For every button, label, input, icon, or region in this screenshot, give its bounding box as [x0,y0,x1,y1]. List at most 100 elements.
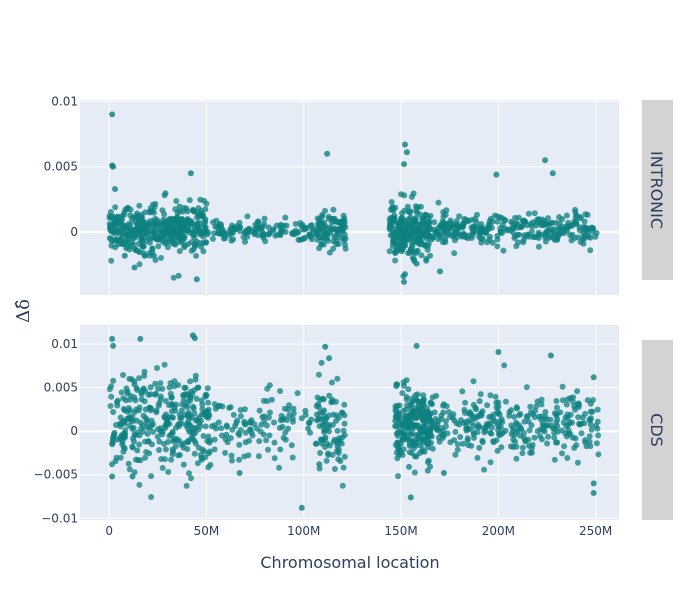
data-point [391,239,398,246]
data-point [122,397,129,404]
data-point [131,431,138,438]
data-point [439,435,446,441]
data-point [205,406,212,413]
data-point [140,232,147,239]
data-point [319,416,325,423]
data-point [181,384,188,391]
data-point [108,257,115,264]
data-point [294,390,301,397]
data-point [190,208,197,215]
data-point [229,426,236,433]
data-point [118,227,125,234]
data-point [183,422,190,429]
data-point [575,414,582,421]
data-point [404,414,411,421]
data-point [159,385,166,392]
data-point [285,425,292,432]
y-tick-label: 0.01 [51,337,78,351]
data-point [133,385,140,392]
data-point [393,225,400,232]
data-point [155,402,162,409]
data-point [335,218,342,225]
data-point [410,440,416,446]
data-point [176,248,183,255]
data-point [190,403,197,410]
data-point [391,212,398,219]
data-point [138,213,145,220]
data-point [590,480,597,487]
data-point [452,451,459,458]
data-point [313,411,320,418]
data-point [333,448,340,455]
data-point [470,423,477,430]
data-point [122,206,129,213]
data-point [112,204,119,211]
data-point [150,228,157,235]
data-point [149,245,156,252]
data-point [502,398,509,405]
data-point [470,378,477,385]
data-point [136,202,143,209]
data-point [146,404,153,411]
data-point [399,246,405,253]
data-point [334,443,341,450]
data-point [474,454,481,461]
data-point [519,444,526,451]
data-point [404,203,411,210]
data-point [129,418,136,425]
data-point [194,460,201,467]
data-point [237,413,244,420]
data-point [471,229,478,236]
y-tick-label: 0 [70,424,78,438]
data-point [169,235,176,242]
data-point [266,229,273,236]
data-point [510,444,517,450]
data-point [398,191,405,198]
data-point [392,250,399,257]
data-point [412,248,419,255]
data-point [128,376,135,383]
data-point [429,234,436,241]
data-point [341,219,348,226]
data-point [559,216,566,222]
data-point [502,427,509,434]
data-point [450,226,457,233]
data-point [187,170,194,177]
data-point [289,454,296,461]
data-point [586,433,593,440]
data-point [161,192,168,199]
plot-area-cds [80,325,619,520]
data-point [277,388,284,394]
data-point [501,362,508,369]
data-point [139,243,146,250]
data-point [221,231,228,238]
data-point [157,393,164,400]
data-point [321,436,328,443]
data-point [307,233,314,240]
data-point [126,246,133,253]
data-point [263,437,270,444]
data-point [173,198,180,204]
data-point [184,403,191,410]
data-point [154,365,160,371]
data-point [202,239,209,246]
data-point [185,439,192,446]
y-tick-label: 0.005 [44,160,78,174]
data-point [168,400,175,407]
data-point [168,222,175,229]
data-point [122,430,129,437]
data-point [174,214,181,221]
data-point [121,252,128,259]
data-point [142,454,149,461]
data-point [145,438,152,445]
data-point [431,409,438,416]
data-point [315,371,322,378]
data-point [137,457,144,464]
data-point [457,434,464,440]
data-point [429,401,435,408]
data-point [218,425,225,432]
data-point [572,406,579,413]
data-point [313,231,320,238]
data-point [580,236,586,243]
data-point [176,411,183,418]
